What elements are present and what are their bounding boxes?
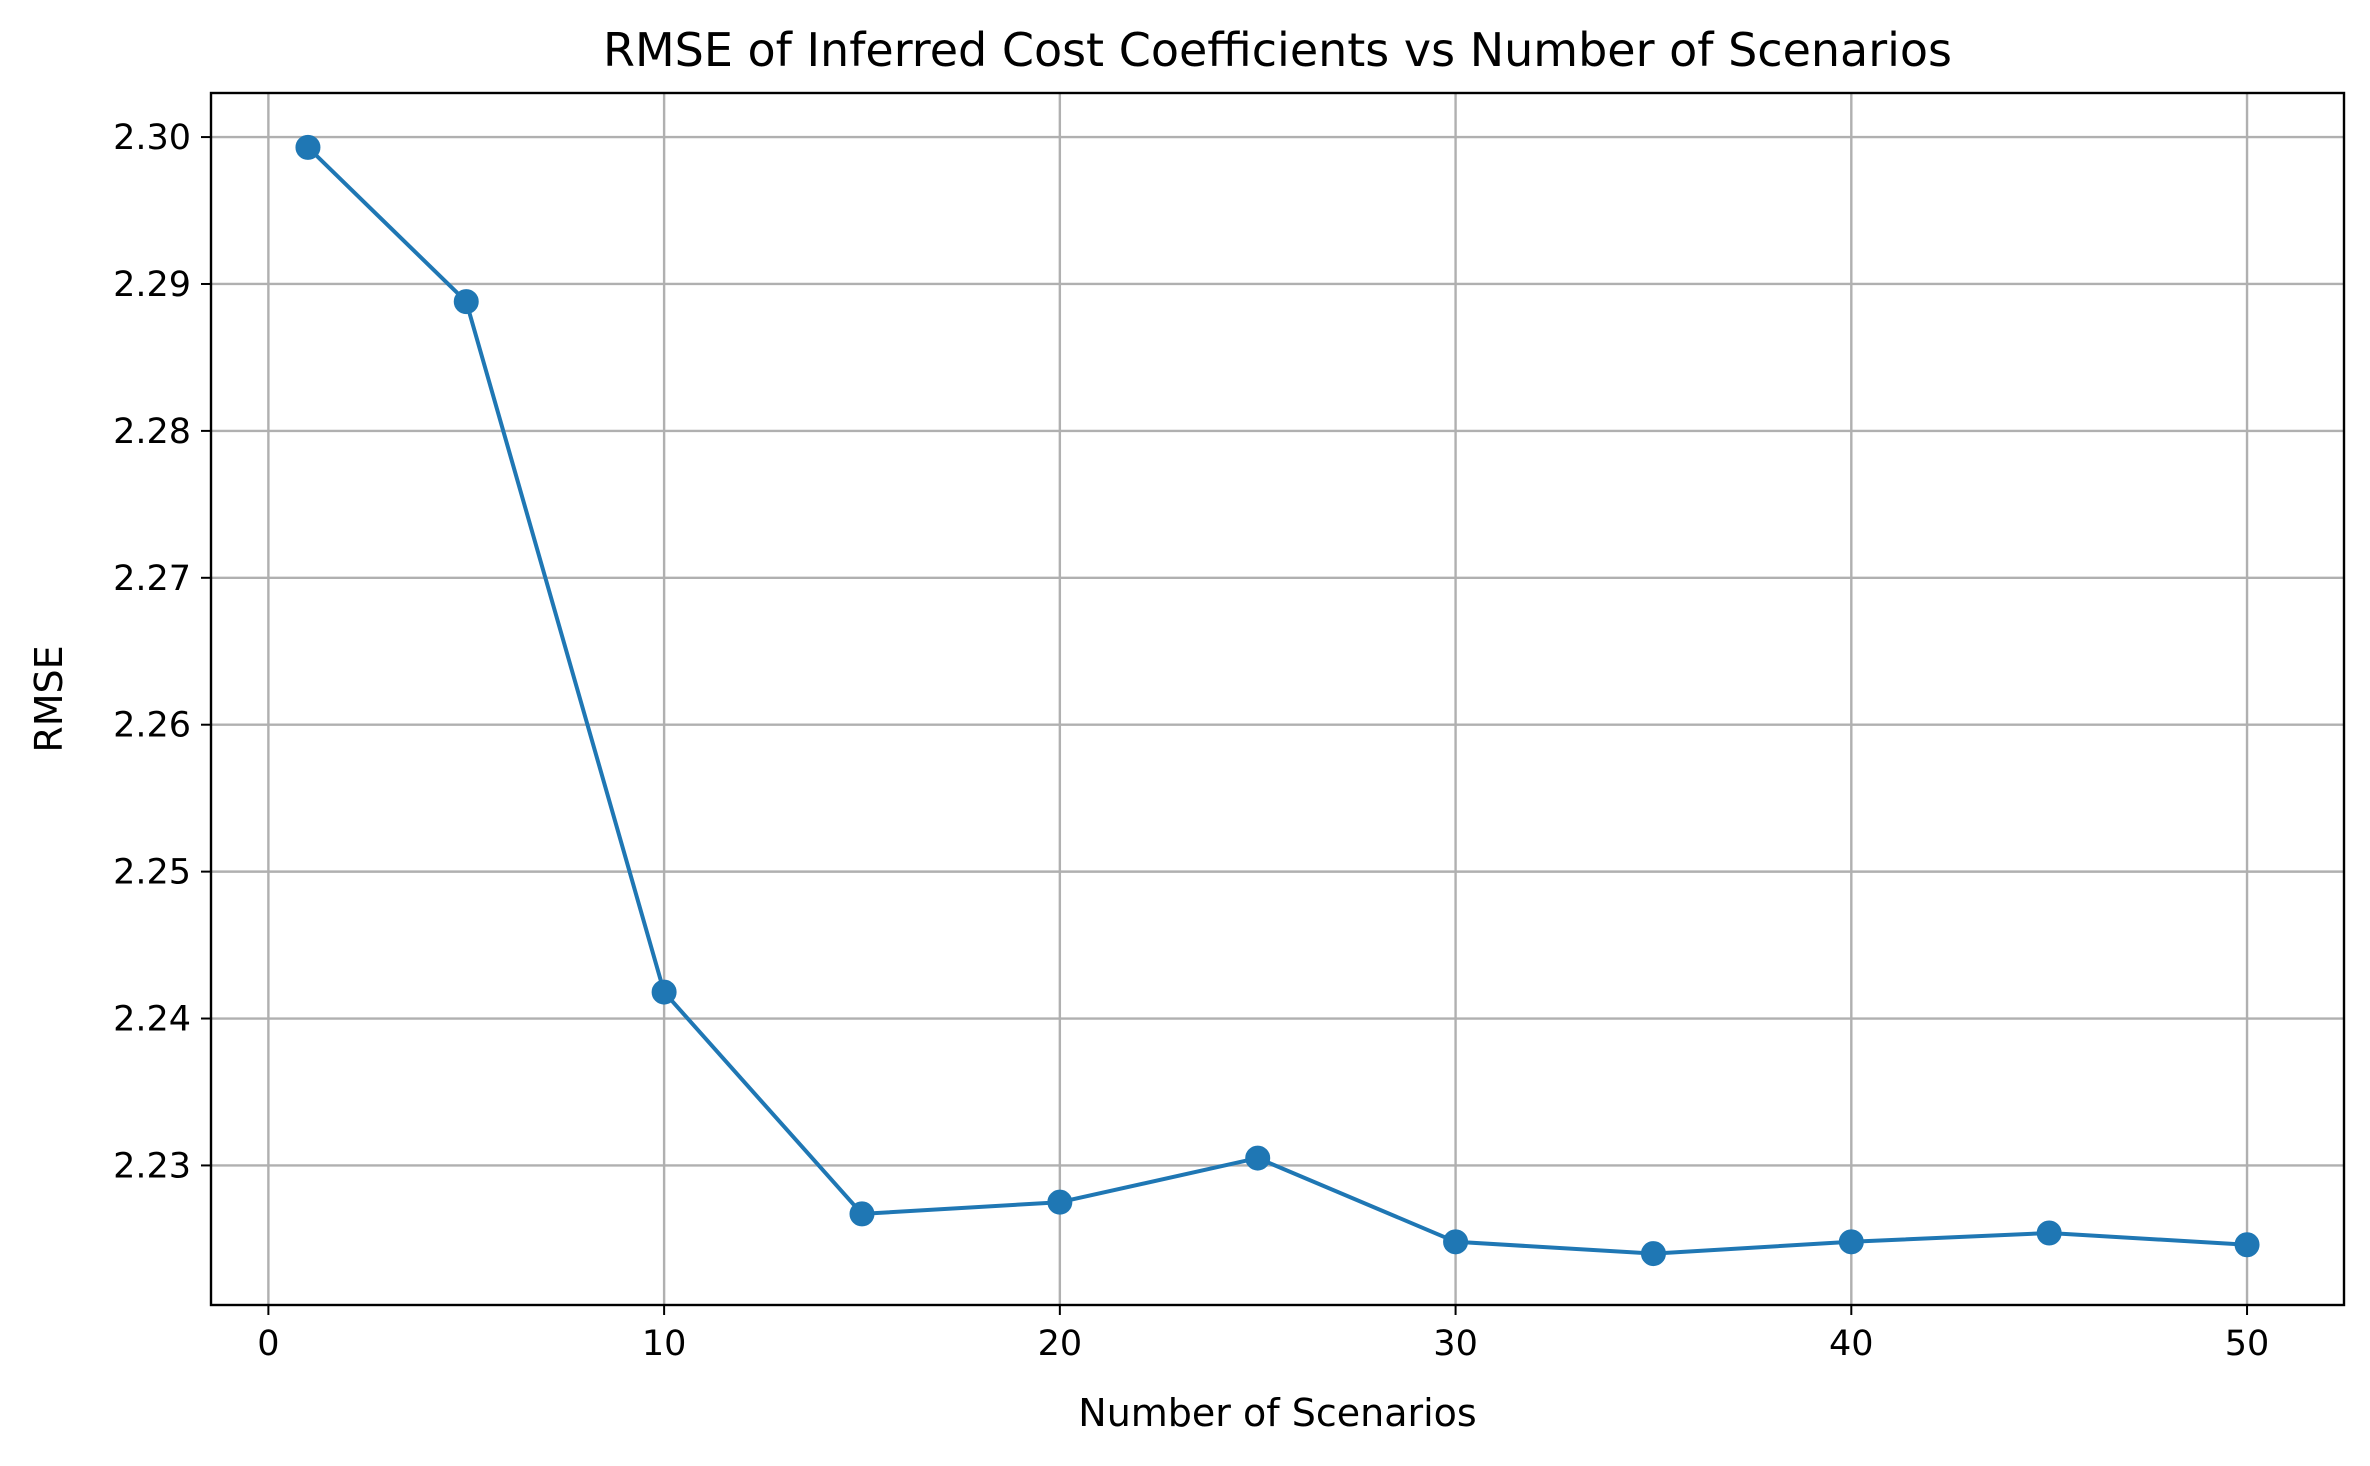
data-point <box>2036 1220 2062 1246</box>
y-tick-label: 2.24 <box>113 1000 191 1040</box>
x-tick-label: 30 <box>1433 1324 1478 1364</box>
y-tick-label: 2.30 <box>113 118 191 158</box>
x-tick-label: 50 <box>2225 1324 2270 1364</box>
y-tick-label: 2.26 <box>113 706 191 746</box>
data-point <box>453 289 479 315</box>
y-axis-label: RMSE <box>27 645 71 752</box>
y-tick-label: 2.25 <box>113 853 191 893</box>
data-point <box>1047 1189 1073 1215</box>
data-point <box>2234 1232 2260 1258</box>
data-point <box>1245 1145 1271 1171</box>
x-tick-label: 10 <box>642 1324 687 1364</box>
chart-title: RMSE of Inferred Cost Coefficients vs Nu… <box>603 23 1952 77</box>
data-point <box>651 979 677 1005</box>
x-tick-label: 0 <box>257 1324 279 1364</box>
data-point <box>295 134 321 160</box>
y-tick-label: 2.23 <box>113 1146 191 1186</box>
data-point <box>1640 1241 1666 1267</box>
data-point <box>849 1201 875 1227</box>
axes-frame <box>209 91 2346 1307</box>
x-tick-label: 40 <box>1829 1324 1874 1364</box>
grid <box>211 93 2344 1305</box>
series-layer <box>295 134 2260 1267</box>
data-point <box>1838 1229 1864 1255</box>
y-tick-label: 2.27 <box>113 559 191 599</box>
data-point <box>1443 1229 1469 1255</box>
x-axis-label: Number of Scenarios <box>1078 1391 1476 1435</box>
x-tick-label: 20 <box>1038 1324 1083 1364</box>
y-tick-label: 2.28 <box>113 412 191 452</box>
y-tick-label: 2.29 <box>113 265 191 305</box>
ticks: 0 10 20 30 40 50 2.23 2.24 2.25 2.26 2.27 2.28 2.29 2… <box>113 118 2269 1364</box>
